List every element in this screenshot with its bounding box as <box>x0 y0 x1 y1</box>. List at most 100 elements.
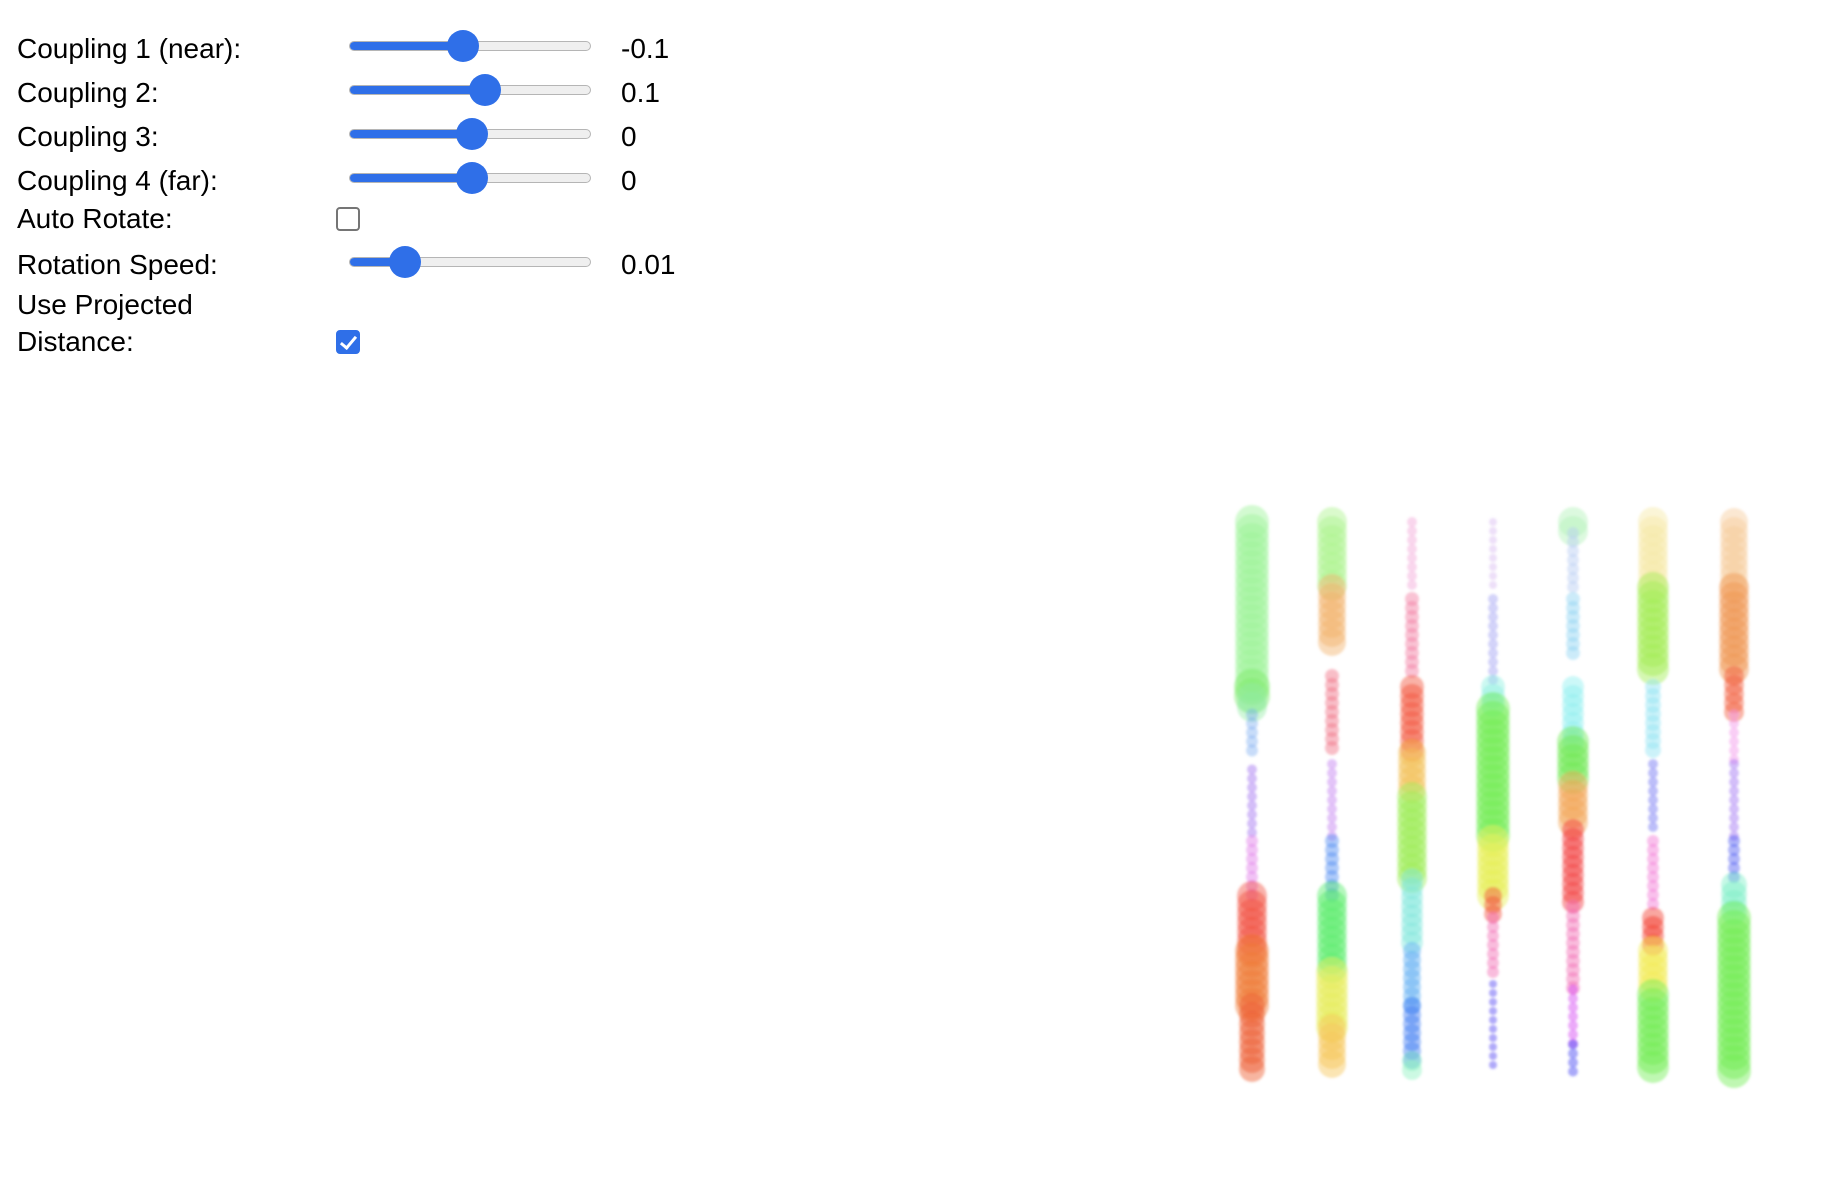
spin-dot <box>1568 1020 1578 1031</box>
spin-dot <box>1489 980 1497 988</box>
spin-dot <box>1729 718 1739 729</box>
spin-column <box>1476 518 1510 1069</box>
spin-dot <box>1327 804 1337 814</box>
slider-fill <box>350 258 406 266</box>
spin-dot <box>1407 553 1417 563</box>
spin-dot <box>1648 813 1658 823</box>
slider-fill <box>350 130 474 138</box>
coupling-4-label: Coupling 4 (far): <box>17 165 218 196</box>
slider-thumb[interactable] <box>446 30 479 62</box>
spin-dot <box>1728 862 1740 874</box>
coupling-2-row: Coupling 2: 0.1 <box>17 68 737 112</box>
auto-rotate-checkbox[interactable] <box>336 207 360 231</box>
coupling-1-label: Coupling 1 (near): <box>17 33 242 64</box>
slider-thumb[interactable] <box>388 246 421 278</box>
coupling-4-row: Coupling 4 (far): 0 <box>17 156 737 200</box>
spin-dot <box>1487 948 1499 960</box>
spin-dot <box>1729 822 1739 832</box>
spin-dot <box>1645 742 1661 758</box>
use-projected-distance-checkbox[interactable] <box>336 330 360 354</box>
spin-dot <box>1247 791 1257 802</box>
use-projected-distance-row: Use Projected Distance: <box>17 286 737 366</box>
spin-dot <box>1568 1048 1578 1059</box>
spin-dot <box>1729 759 1739 769</box>
coupling-3-label: Coupling 3: <box>17 121 159 152</box>
spin-dot <box>1488 648 1498 658</box>
spin-dot <box>1489 1061 1497 1069</box>
coupling-3-row: Coupling 3: 0 <box>17 112 737 156</box>
spin-dot <box>1647 844 1659 856</box>
spin-dot <box>1568 1011 1578 1022</box>
spin-dot <box>1247 827 1257 838</box>
slider-fill <box>350 42 464 50</box>
spin-dot <box>1246 871 1258 883</box>
spin-dot <box>1489 545 1497 553</box>
spin-dot <box>1246 844 1258 856</box>
spin-dot <box>1318 1050 1346 1078</box>
spin-column <box>1397 517 1427 1080</box>
spin-dot <box>1246 744 1258 757</box>
rotation-speed-label: Rotation Speed: <box>17 249 218 280</box>
spin-dot <box>1488 666 1498 676</box>
auto-rotate-label: Auto Rotate: <box>17 203 173 234</box>
coupling-3-slider[interactable] <box>333 112 607 156</box>
spin-dot <box>1729 745 1739 756</box>
spin-dot <box>1488 639 1498 649</box>
spin-dot <box>1487 930 1499 942</box>
spin-dot <box>1568 1057 1578 1068</box>
slider-thumb[interactable] <box>456 162 489 194</box>
coupling-1-row: Coupling 1 (near): -0.1 <box>17 24 737 68</box>
spin-dot <box>1728 844 1740 856</box>
spin-dot <box>1568 1039 1578 1050</box>
spin-dot <box>1402 1060 1422 1080</box>
spin-dot <box>1489 554 1497 562</box>
slider-fill <box>350 174 474 182</box>
spin-dot <box>1247 800 1257 811</box>
coupling-2-slider[interactable] <box>333 68 607 112</box>
coupling-1-slider[interactable] <box>333 24 607 68</box>
spin-dot <box>1487 957 1499 969</box>
spin-dot <box>1566 646 1580 660</box>
spin-dot <box>1489 563 1497 571</box>
slider-thumb[interactable] <box>456 118 489 150</box>
spin-dot <box>1489 998 1497 1006</box>
spin-dot <box>1728 835 1740 847</box>
spin-dot <box>1647 835 1659 847</box>
spin-dot <box>1567 554 1579 566</box>
spin-dot <box>1637 653 1669 685</box>
spin-dot <box>1327 768 1337 778</box>
spin-dot <box>1407 562 1417 572</box>
spin-dot <box>1568 1066 1578 1077</box>
spin-dot <box>1567 581 1579 593</box>
spin-dot <box>1247 782 1257 793</box>
spin-dot <box>1407 544 1417 554</box>
spin-dot <box>1488 657 1498 667</box>
coupling-3-value: 0 <box>621 121 637 152</box>
spin-dot <box>1247 764 1257 775</box>
spin-dot <box>1246 853 1258 865</box>
spin-dot <box>1325 741 1339 755</box>
spin-dot <box>1246 726 1258 739</box>
spin-dot <box>1489 518 1497 526</box>
spin-dot <box>1729 727 1739 738</box>
spin-dot <box>1246 708 1258 721</box>
spin-dot <box>1407 571 1417 581</box>
coupling-4-slider[interactable] <box>333 156 607 200</box>
spin-dot <box>1318 628 1346 656</box>
spin-dot <box>1488 612 1498 622</box>
spin-column <box>1637 507 1669 1083</box>
slider-fill <box>350 86 486 94</box>
spin-dot <box>1647 898 1659 910</box>
spin-dot <box>1567 536 1579 548</box>
spin-dot <box>1567 527 1579 539</box>
spin-dot <box>1247 773 1257 784</box>
rotation-speed-slider[interactable] <box>333 240 607 284</box>
spin-dot <box>1246 862 1258 874</box>
spin-dot <box>1327 786 1337 796</box>
spin-dot <box>1237 692 1267 722</box>
spin-dot <box>1487 939 1499 951</box>
slider-thumb[interactable] <box>468 74 501 106</box>
spin-dot <box>1729 786 1739 796</box>
spin-dot <box>1648 786 1658 796</box>
